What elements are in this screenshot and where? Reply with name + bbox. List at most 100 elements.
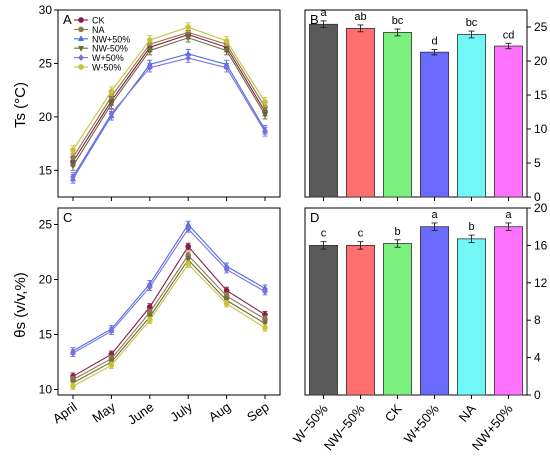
y-tick-label: 20 <box>39 110 53 124</box>
series-line <box>72 263 266 387</box>
plot-frame <box>57 9 281 198</box>
data-point <box>223 300 230 307</box>
significance-letter: c <box>321 228 327 240</box>
y-tick-label: 12 <box>534 276 548 290</box>
y-tick-label: 20 <box>534 54 548 68</box>
panel-letter: A <box>63 12 72 27</box>
data-point <box>223 38 230 44</box>
series-line <box>72 31 266 158</box>
series-line <box>72 228 266 354</box>
bar <box>309 244 338 396</box>
y-tick-label: 25 <box>39 56 53 70</box>
data-point <box>261 112 269 119</box>
series-line <box>72 53 266 180</box>
y-axis-label-ts: Ts (°C) <box>12 82 29 128</box>
data-point <box>223 266 230 274</box>
series-line <box>72 245 266 377</box>
y-tick-label: 10 <box>534 122 548 136</box>
bar <box>346 27 375 198</box>
x-tick-label: NA <box>456 401 479 425</box>
y-tick-label: 4 <box>534 351 541 365</box>
series-w-50- <box>70 225 268 357</box>
y-tick-label: 20 <box>534 201 548 215</box>
series-line <box>72 26 266 151</box>
bar <box>309 23 338 198</box>
y-tick-label: 8 <box>534 313 541 327</box>
panel-d-bar-chart: 048121620cW−50%cNW−50%bCKaW+50%bNAaNW+50… <box>290 201 548 453</box>
significance-letter: cd <box>503 29 515 41</box>
legend-label: CK <box>92 16 105 26</box>
legend-swatch-marker <box>78 64 84 70</box>
y-axis-label-theta: θs (v/v,%) <box>12 272 29 338</box>
x-tick-label: April <box>50 399 80 426</box>
data-point <box>70 383 76 390</box>
series-line <box>72 37 266 167</box>
series-line <box>72 258 266 384</box>
x-tick-label: Sep <box>244 399 272 425</box>
x-tick-label: Aug <box>206 399 234 425</box>
y-tick-label: 25 <box>534 20 548 34</box>
legend-swatch-marker <box>77 45 85 52</box>
legend-label: NW+50% <box>92 34 130 44</box>
x-tick-label: May <box>89 399 118 426</box>
y-tick-label: 15 <box>39 163 53 177</box>
data-point <box>261 321 269 328</box>
series-na <box>70 251 268 384</box>
data-point <box>108 110 115 118</box>
data-point <box>146 317 153 324</box>
data-point <box>185 225 192 233</box>
data-point <box>185 35 192 42</box>
series-line <box>72 254 266 381</box>
bar <box>420 226 449 396</box>
legend-swatch-marker <box>77 35 85 42</box>
panel-letter: B <box>310 12 319 27</box>
significance-letter: b <box>394 226 400 238</box>
data-point <box>262 99 268 105</box>
bar <box>494 226 523 396</box>
bar <box>420 51 449 198</box>
data-point <box>185 257 192 264</box>
y-tick-label: 15 <box>534 88 548 102</box>
data-point <box>185 243 192 250</box>
legend-label: W-50% <box>92 63 121 73</box>
significance-letter: b <box>468 221 474 233</box>
data-point <box>70 173 76 181</box>
significance-letter: a <box>431 209 438 221</box>
significance-letter: a <box>505 209 512 221</box>
x-tick-label: CK <box>382 401 405 425</box>
panel-letter: C <box>63 210 72 225</box>
series-w-50- <box>70 53 268 182</box>
y-tick-label: 5 <box>534 156 541 170</box>
series-w-50- <box>70 260 268 390</box>
plot-frame <box>304 207 528 396</box>
y-tick-label: 15 <box>39 328 53 342</box>
data-point <box>70 154 76 161</box>
data-point <box>146 283 153 291</box>
data-point <box>223 64 230 72</box>
y-tick-label: 20 <box>39 273 53 287</box>
y-tick-label: 0 <box>534 388 541 402</box>
significance-letter: c <box>358 228 364 240</box>
x-tick-label: July <box>167 399 195 425</box>
data-point <box>146 48 153 55</box>
data-point <box>185 54 192 62</box>
significance-letter: d <box>431 35 437 47</box>
data-point <box>223 48 230 55</box>
y-tick-label: 0 <box>534 190 541 204</box>
y-tick-label: 25 <box>39 218 53 232</box>
data-point <box>262 325 268 331</box>
legend-label: NA <box>92 25 105 35</box>
data-point <box>185 261 192 267</box>
series-nw-50- <box>69 33 269 171</box>
legend-label: NW-50% <box>92 44 128 54</box>
legend-swatch-marker <box>78 54 84 62</box>
significance-letter: bc <box>466 17 478 29</box>
data-point <box>185 24 192 30</box>
panel-b-bar-chart: 0 5 10 15 20 25 a ab bc d bc cd B <box>304 7 548 204</box>
significance-letter: bc <box>392 15 404 27</box>
y-tick-label: 10 <box>39 383 53 397</box>
bar <box>457 34 486 198</box>
